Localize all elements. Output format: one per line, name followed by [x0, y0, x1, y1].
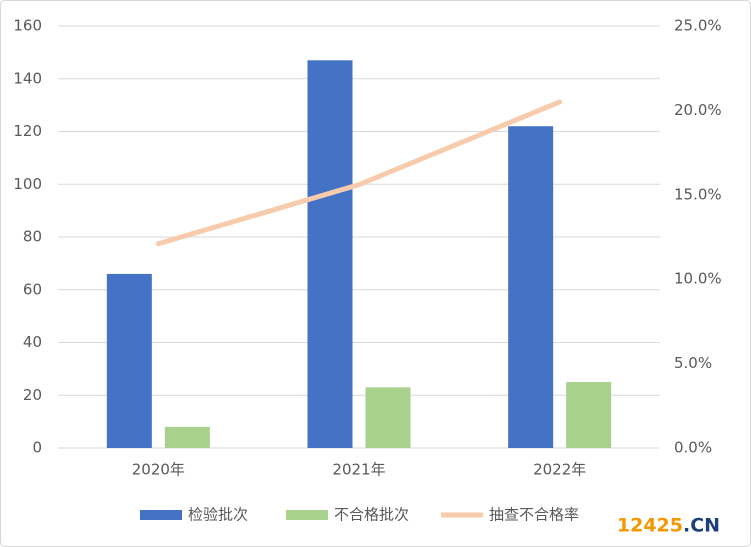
y2-tick-label: 10.0% — [674, 270, 722, 288]
legend-label: 不合格批次 — [334, 506, 409, 524]
y2-tick-label: 0.0% — [674, 439, 712, 457]
y-tick-label: 40 — [23, 333, 42, 351]
bar — [307, 60, 353, 448]
x-tick-label: 2020年 — [132, 461, 185, 479]
x-tick-label: 2021年 — [332, 461, 385, 479]
y-tick-label: 60 — [23, 280, 42, 298]
bar — [508, 126, 554, 448]
y2-tick-label: 5.0% — [674, 354, 712, 372]
legend-swatch — [286, 510, 328, 520]
y-tick-label: 0 — [32, 439, 42, 457]
x-tick-label: 2022年 — [533, 461, 586, 479]
y-tick-label: 80 — [23, 228, 42, 246]
y-tick-label: 120 — [13, 122, 42, 140]
y-tick-label: 140 — [13, 69, 42, 87]
bar — [566, 382, 612, 448]
watermark-number: 12425 — [617, 515, 683, 537]
legend-label: 抽查不合格率 — [489, 506, 579, 524]
bar — [164, 426, 210, 448]
y-tick-label: 160 — [13, 17, 42, 35]
line — [155, 99, 563, 247]
watermark-suffix: .CN — [683, 515, 720, 537]
y-tick-label: 20 — [23, 386, 42, 404]
y2-tick-label: 25.0% — [674, 17, 722, 35]
legend-swatch — [140, 510, 182, 520]
y2-tick-label: 20.0% — [674, 101, 722, 119]
y2-tick-label: 15.0% — [674, 185, 722, 203]
bar — [365, 387, 411, 448]
bar — [106, 273, 152, 448]
legend-label: 检验批次 — [188, 506, 248, 524]
y-tick-label: 100 — [13, 175, 42, 193]
